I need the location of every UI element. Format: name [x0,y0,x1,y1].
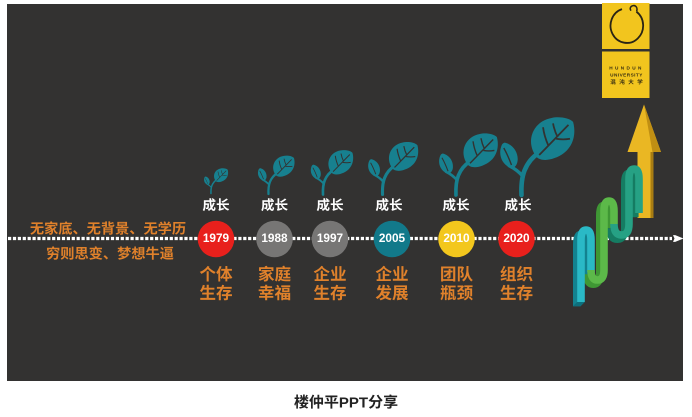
svg-text:UNIVERSITY: UNIVERSITY [610,72,643,77]
svg-text:1979: 1979 [203,231,230,245]
svg-text:1997: 1997 [317,231,344,245]
svg-text:2010: 2010 [443,231,470,245]
svg-text:2005: 2005 [379,231,406,245]
svg-text:2020: 2020 [503,231,530,245]
svg-text:PPT: PPT [339,394,368,411]
svg-text:1988: 1988 [261,231,288,245]
svg-text:HUNDUN: HUNDUN [609,66,643,71]
